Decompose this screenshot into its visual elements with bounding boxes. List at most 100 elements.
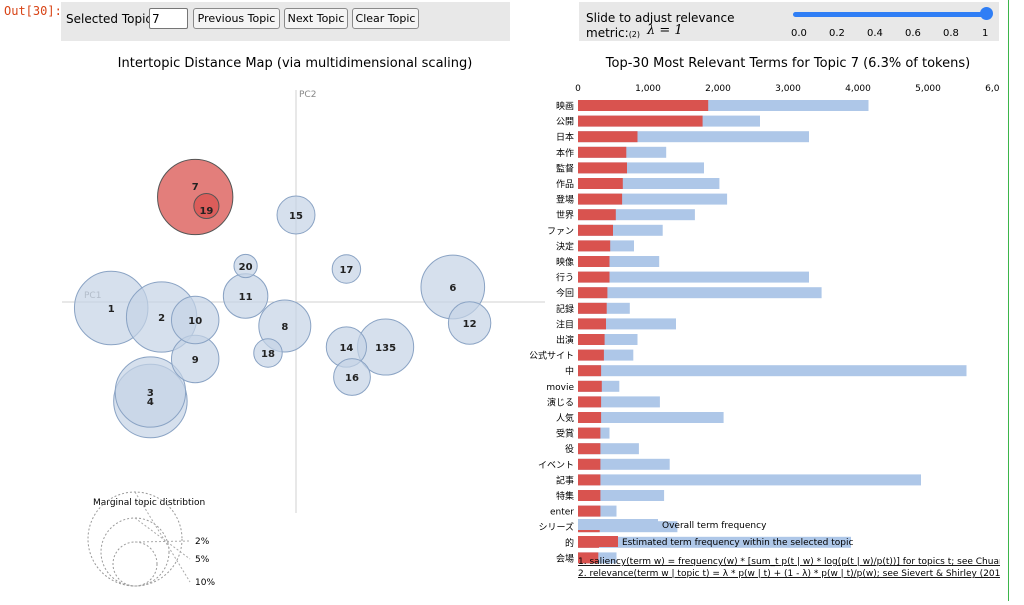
topic-label: 8 [281,322,288,333]
overall-frequency-bar [578,443,639,455]
topic-frequency-bar [578,240,611,252]
overall-frequency-bar [578,412,724,423]
topic-bubble-17 [331,254,362,284]
topic-bubble-10 [170,295,220,345]
overall-frequency-bar [578,458,670,470]
term-label: 登場 [556,194,574,206]
overall-frequency-bar [578,536,851,548]
topic-label: 6 [449,283,456,294]
x-tick-label: 6,000 [985,84,1000,94]
term-label: 公式サイト [530,350,574,362]
footnote-relevance: 2. relevance(term w | topic t) = λ * p(w… [578,569,1000,579]
relevance-label: Slide to adjust relevance [586,11,735,25]
topic-bubble-19 [193,192,220,220]
term-label: 記録 [556,303,574,315]
overall-frequency-bar [578,131,809,143]
topic-frequency-bar [578,302,607,314]
lambda-slider-track[interactable] [793,12,985,17]
topic-frequency-bar [578,146,627,158]
previous-topic-button[interactable]: Previous Topic [193,8,280,29]
topic-label: 12 [463,319,477,330]
term-label: enter [550,508,574,518]
term-label: 出演 [556,334,574,346]
relevance-metric-label: metric:(2) [586,26,641,40]
legend-leader [134,540,191,543]
overall-frequency-bar [578,178,720,189]
topic-bubble-20 [233,253,258,279]
overall-frequency-bar [578,318,676,330]
topic-frequency-bar [578,505,601,517]
term-label: 監督 [556,162,574,174]
footnote-saliency: 1. saliency(term w) = frequency(w) * [su… [578,557,1000,567]
overall-frequency-bar [578,287,822,299]
topic-label: 16 [345,373,359,384]
lambda-slider-handle[interactable] [980,7,993,20]
topic-bubble-7 [157,158,234,236]
overall-frequency-bar [578,396,660,408]
term-label: ファン [547,227,574,237]
topic-frequency-bar [578,365,602,377]
clear-topic-button[interactable]: Clear Topic [352,8,419,29]
cell-output-label: Out[30]: [4,4,62,18]
topic-label: 14 [339,343,353,354]
term-label: 中 [565,365,574,377]
overall-frequency-bar [578,271,809,283]
legend-overall-label: Overall term frequency [662,521,767,531]
overall-frequency-bar [578,193,728,205]
term-label: 本作 [556,147,574,159]
term-label: 特集 [556,490,574,502]
topic-label: 19 [199,206,213,217]
legend-circle [112,541,158,587]
lambda-value: λ = 1 [647,23,683,38]
next-topic-button[interactable]: Next Topic [284,8,348,29]
topic-controls: Selected Topic: Previous Topic Next Topi… [61,2,510,41]
term-label: 受賞 [556,428,574,440]
topic-label: 9 [192,355,199,366]
term-label: シリーズ [538,521,574,533]
map-title: Intertopic Distance Map (via multidimens… [118,56,473,71]
term-label: 人気 [556,412,574,424]
term-label: 会場 [556,552,574,564]
topic-frequency-bar [578,443,601,455]
overall-frequency-bar [578,209,695,221]
topic-frequency-bar [578,490,601,501]
term-label: 映画 [556,100,574,112]
topic-frequency-bar [578,318,606,330]
topic-bubble-3 [114,356,187,428]
x-tick-label: 3,000 [775,84,801,94]
x-tick-label: 2,000 [705,84,731,94]
topic-frequency-bar [578,552,599,564]
cell-border [1008,0,1009,601]
term-label: 行う [556,272,574,284]
x-tick-label: 0 [575,84,581,94]
term-label: 役 [565,443,574,455]
topic-frequency-bar [578,209,616,221]
term-label: 世界 [556,209,574,221]
topic-frequency-bar [578,474,601,486]
topic-label: 17 [339,265,353,276]
topic-label: 1 [108,304,115,315]
topic-frequency-bar [578,256,610,267]
selected-topic-input[interactable] [149,8,188,29]
topic-label: 4 [147,397,154,408]
topic-label: 10 [188,316,202,327]
selected-topic-label: Selected Topic: [66,12,157,26]
top-terms-bar-chart: Top-30 Most Relevant Terms for Topic 7 (… [530,56,1000,579]
legend-topic-swatch [578,536,618,547]
pc2-label: PC2 [299,90,316,100]
relevance-controls: Slide to adjust relevance metric:(2) λ =… [579,2,999,41]
slider-tick: 0.8 [943,28,959,39]
topic-label: 11 [239,292,253,303]
term-label: 決定 [556,240,574,252]
overall-frequency-bar [578,256,660,267]
topic-label: 2 [158,313,165,324]
legend-value: 5% [195,555,210,565]
overall-frequency-bar [578,490,665,501]
topic-frequency-bar [578,334,605,345]
topic-bubble-15 [276,195,316,235]
term-label: movie [546,383,574,393]
intertopic-distance-map: Intertopic Distance Map (via multidimens… [62,56,545,588]
term-label: 的 [565,537,574,549]
overall-frequency-bar [578,365,967,377]
x-tick-label: 1,000 [635,84,661,94]
